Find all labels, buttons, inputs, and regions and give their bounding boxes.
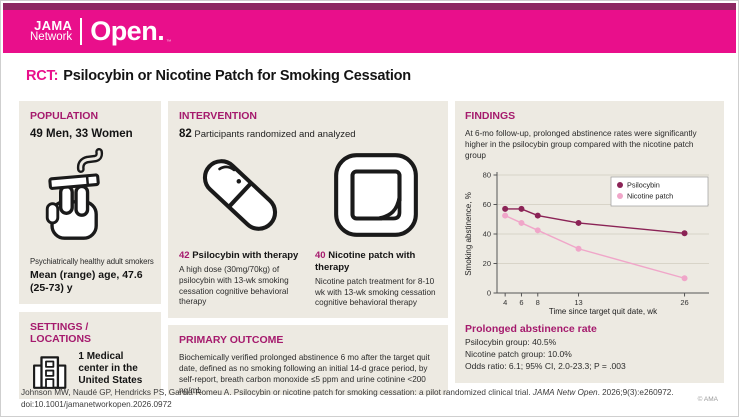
arm-description: A high dose (30mg/70kg) of psilocybin wi…: [179, 264, 289, 307]
abstinence-line-chart: 0 20 40 60 80 4 6 8 13 26 Psilocybin Nicotine patch…: [464, 171, 709, 316]
title-bar: RCT: Psilocybin or Nicotine Patch for Sm…: [1, 53, 738, 99]
primary-outcome-panel: PRIMARY OUTCOME Biochemically verified p…: [168, 325, 448, 395]
svg-text:Nicotine patch: Nicotine patch: [627, 192, 673, 201]
participant-count: 82: [179, 128, 192, 140]
arm-name: Nicotine patch with therapy: [315, 250, 416, 273]
participants-line: 82 Participants randomized and analyzed: [179, 128, 437, 140]
settings-panel: SETTINGS / LOCATIONS 1 Medical center in…: [19, 312, 161, 400]
pill-capsule-icon: [202, 159, 278, 231]
findings-summary: At 6-mo follow-up, prolonged abstinence …: [465, 129, 697, 161]
svg-text:8: 8: [536, 298, 540, 307]
medical-center-icon: [33, 356, 67, 390]
masthead: JAMA Network Open. ™: [3, 10, 736, 53]
footer-doi: doi:10.1001/jamanetworkopen.2026.0972: [21, 400, 172, 410]
page-title: Psilocybin or Nicotine Patch for Smoking…: [63, 68, 411, 84]
rct-tag: RCT:: [26, 68, 59, 84]
population-demographics: 49 Men, 33 Women: [30, 128, 133, 140]
findings-panel: FINDINGS At 6-mo follow-up, prolonged ab…: [455, 101, 724, 383]
content-area: POPULATION 49 Men, 33 Women Psychiatrica…: [19, 101, 724, 400]
arm-name: Psilocybin with therapy: [192, 250, 299, 261]
population-panel: POPULATION 49 Men, 33 Women Psychiatrica…: [19, 101, 161, 305]
top-stripe: [3, 3, 736, 10]
intervention-arms: 42 Psilocybin with therapy A high dose (…: [179, 144, 437, 309]
svg-text:6: 6: [519, 298, 523, 307]
copyright-label: © AMA: [697, 396, 718, 403]
settings-row: 1 Medical center in the United States: [30, 351, 150, 395]
settings-heading: SETTINGS / LOCATIONS: [30, 321, 92, 346]
svg-text:60: 60: [483, 200, 491, 209]
findings-heading: FINDINGS: [465, 110, 516, 122]
arm-nicotine-patch: 40 Nicotine patch with therapy Nicotine …: [315, 144, 437, 309]
left-column: POPULATION 49 Men, 33 Women Psychiatrica…: [19, 101, 161, 400]
svg-text:Time since target quit date, w: Time since target quit date, wk: [549, 307, 658, 316]
svg-text:Psilocybin: Psilocybin: [627, 181, 660, 190]
population-heading: POPULATION: [30, 110, 99, 122]
logo-divider: [80, 18, 83, 45]
citation-journal: JAMA Netw Open: [532, 388, 598, 397]
results-block: Prolonged abstinence rate Psilocybin gro…: [465, 323, 714, 373]
result-odds-ratio: Odds ratio: 6.1; 95% CI, 2.0-23.3; P = .…: [465, 360, 626, 371]
svg-text:40: 40: [483, 230, 491, 239]
logo-jama-text: JAMA: [34, 18, 73, 34]
logo-network-text: Network: [30, 31, 73, 44]
intervention-panel: INTERVENTION 82 Participants randomized …: [168, 101, 448, 319]
result-nicotine: Nicotine patch group: 10.0%: [465, 349, 572, 360]
settings-text: 1 Medical center in the United States: [78, 351, 143, 387]
arm-count: 42: [179, 250, 190, 261]
open-wordmark: Open.: [90, 16, 165, 46]
arm-description: Nicotine patch treatment for 8-10 wk wit…: [315, 276, 436, 308]
population-age: Mean (range) age, 47.6 (25-73) y: [30, 269, 143, 295]
svg-text:26: 26: [680, 298, 688, 307]
middle-column: INTERVENTION 82 Participants randomized …: [168, 101, 448, 395]
primary-outcome-text: Biochemically verified prolonged abstine…: [179, 353, 430, 396]
svg-text:13: 13: [574, 298, 582, 307]
footer: Johnson MW, Naudé GP, Hendricks PS, Garc…: [21, 387, 724, 412]
footer-citation: Johnson MW, Naudé GP, Hendricks PS, Garc…: [21, 387, 724, 399]
arm-title: 40 Nicotine patch with therapy: [315, 250, 437, 274]
intervention-heading: INTERVENTION: [179, 110, 257, 122]
primary-outcome-heading: PRIMARY OUTCOME: [179, 334, 284, 347]
svg-text:4: 4: [503, 298, 507, 307]
svg-text:Smoking abstinence, %: Smoking abstinence, %: [464, 192, 473, 276]
arm-count: 40: [315, 250, 326, 261]
nicotine-patch-icon: [334, 153, 418, 237]
arm-psilocybin: 42 Psilocybin with therapy A high dose (…: [179, 144, 301, 309]
arm-title: 42 Psilocybin with therapy: [179, 250, 301, 262]
participant-text: Participants randomized and analyzed: [191, 129, 356, 140]
result-heading: Prolonged abstinence rate: [465, 323, 597, 336]
right-column: FINDINGS At 6-mo follow-up, prolonged ab…: [455, 101, 724, 383]
citation-ref: . 2026;9(3):e260972.: [597, 388, 674, 397]
citation-text: Johnson MW, Naudé GP, Hendricks PS, Garc…: [21, 388, 533, 397]
smoking-hand-icon: [45, 148, 104, 240]
svg-text:0: 0: [487, 289, 491, 298]
population-description: Psychiatrically healthy adult smokers: [30, 257, 154, 266]
svg-text:80: 80: [483, 171, 491, 180]
trademark-mark: ™: [166, 39, 172, 45]
svg-text:20: 20: [483, 259, 491, 268]
jama-network-logo: JAMA Network: [30, 19, 72, 44]
result-psilocybin: Psilocybin group: 40.5%: [465, 337, 557, 348]
